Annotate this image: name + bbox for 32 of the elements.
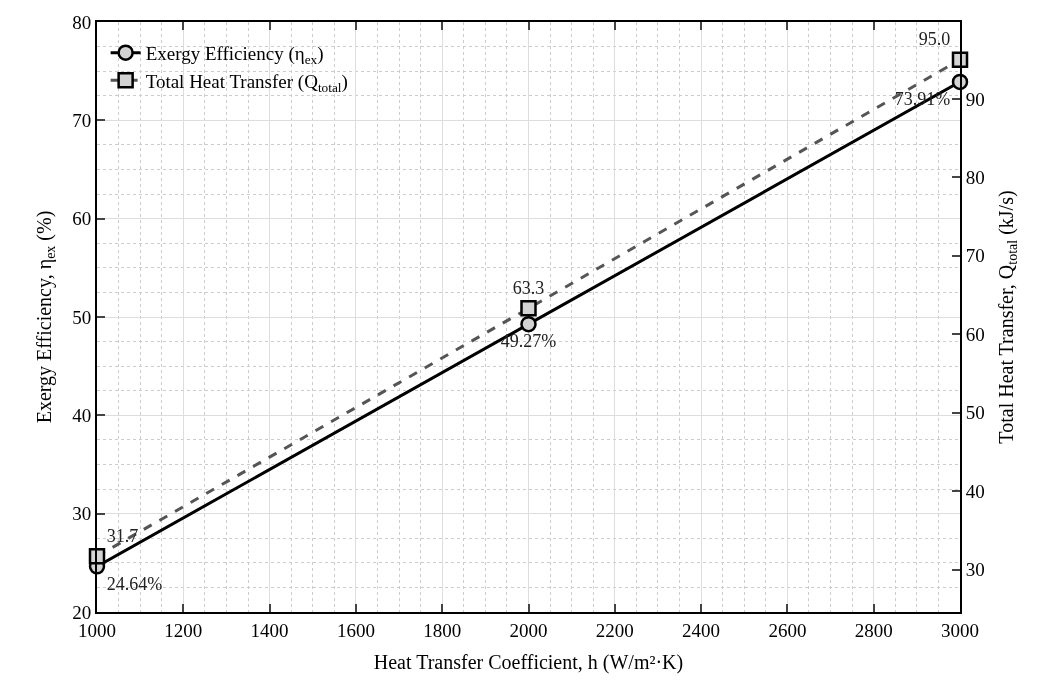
x-tick-label: 3000 [941, 619, 979, 641]
y-tick-label: 60 [72, 208, 92, 230]
y2-tick-label: 90 [965, 88, 985, 110]
y-tick-label: 50 [72, 306, 92, 328]
data-label: 24.64% [106, 573, 163, 594]
y2-tick-label: 60 [965, 323, 985, 345]
y2-tick-label: 50 [965, 402, 985, 424]
x-tick-label: 2600 [768, 619, 807, 641]
x-tick-label: 1200 [164, 619, 203, 641]
x-tick-label: 2400 [682, 619, 721, 641]
legend-label: Total Heat Transfer (Q$_{total}$) [145, 70, 348, 95]
x-axis-title: Heat Transfer Coefficient, h (W/m²·K) [373, 650, 684, 674]
y-tick-label: 30 [72, 503, 92, 525]
x-tick-label: 1600 [336, 619, 375, 641]
x-tick-label: 2000 [509, 619, 548, 641]
data-label: 31.7 [106, 526, 139, 547]
data-label: 95.0 [918, 29, 951, 50]
y2-tick-label: 80 [965, 167, 985, 188]
y2-tick-label: 40 [965, 480, 985, 502]
x-tick-label: 2800 [854, 619, 893, 641]
y2-tick-label: 70 [965, 245, 985, 267]
y-tick-label: 80 [72, 11, 92, 33]
data-label: 63.3 [512, 278, 545, 299]
legend-label: Exergy Efficiency (η$_{ex}$) [145, 43, 324, 68]
y-tick-label: 40 [72, 404, 92, 426]
y-tick-label: 70 [72, 109, 92, 131]
x-tick-label: 1800 [423, 619, 462, 641]
data-label: 49.27% [500, 331, 557, 352]
y2-tick-label: 30 [965, 559, 985, 581]
point [520, 315, 537, 333]
x-tick-label: 1400 [250, 619, 289, 641]
x-tick-label: 2200 [595, 619, 634, 641]
